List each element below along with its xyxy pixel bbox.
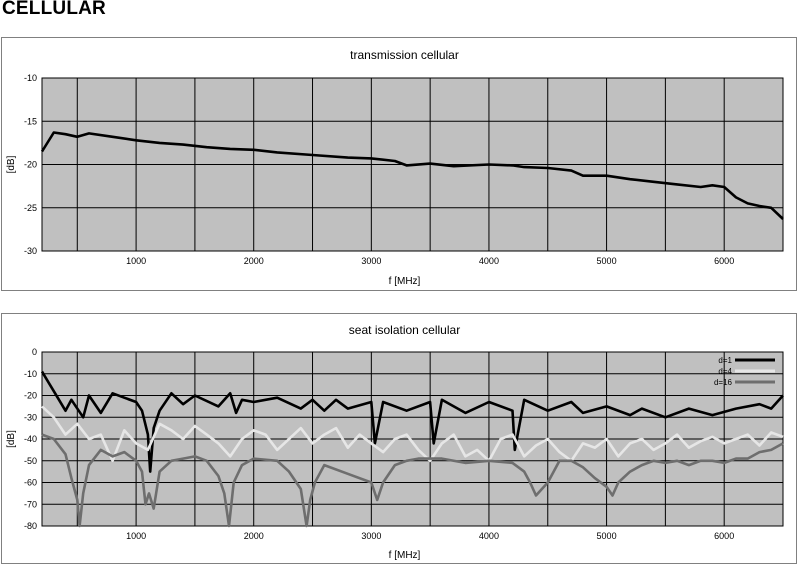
chart-title: transmission cellular — [350, 48, 459, 62]
x-tick-label: 3000 — [361, 531, 381, 541]
legend-label: d=16 — [714, 378, 733, 387]
y-tick-label: -30 — [24, 412, 37, 422]
transmission-chart-panel: transmission cellular -10 -15 -20 -25 -30 1000… — [1, 37, 797, 291]
x-tick-label: 2000 — [244, 531, 264, 541]
y-tick-label: -20 — [24, 391, 37, 401]
y-tick-label: -10 — [24, 369, 37, 379]
x-axis-label: f [MHz] — [389, 276, 421, 287]
seat-isolation-chart-panel: seat isolation cellular 0 -10 -20 -30 -40 -50 -… — [1, 313, 797, 564]
y-tick-label: -50 — [24, 456, 37, 466]
y-tick-label: -15 — [24, 116, 37, 126]
series-line-1 — [40, 131, 784, 220]
y-axis-label: [dB] — [6, 430, 17, 448]
seat-isolation-chart: seat isolation cellular 0 -10 -20 -30 -40 -50 -… — [6, 323, 784, 561]
x-tick-label: 5000 — [597, 531, 617, 541]
legend-label: d=1 — [718, 356, 732, 365]
y-tick-label: -30 — [24, 246, 37, 256]
chart-title: seat isolation cellular — [349, 323, 460, 337]
transmission-chart: transmission cellular -10 -15 -20 -25 -30 1000… — [6, 48, 784, 287]
y-tick-label: -10 — [24, 73, 37, 83]
x-tick-label: 1000 — [126, 256, 146, 266]
y-tick-label: -25 — [24, 203, 37, 213]
y-tick-label: -60 — [24, 478, 37, 488]
series-line-d16 — [41, 433, 784, 528]
x-tick-label: 3000 — [361, 256, 381, 266]
x-tick-label: 6000 — [714, 531, 734, 541]
x-axis-label: f [MHz] — [389, 550, 421, 561]
legend-label: d=4 — [718, 367, 732, 376]
page-heading: CELLULAR — [2, 0, 106, 19]
y-tick-label: -70 — [24, 499, 37, 509]
x-tick-label: 6000 — [714, 256, 734, 266]
x-tick-label: 5000 — [597, 256, 617, 266]
y-tick-label: -40 — [24, 434, 37, 444]
x-tick-label: 1000 — [126, 531, 146, 541]
y-tick-label: -80 — [24, 521, 37, 531]
x-tick-label: 2000 — [244, 256, 264, 266]
y-axis-label: [dB] — [6, 155, 17, 173]
y-tick-label: 0 — [32, 347, 37, 357]
series-line-d4 — [41, 405, 784, 463]
y-tick-label: -20 — [24, 160, 37, 170]
series-line-d1 — [40, 370, 784, 473]
x-tick-label: 4000 — [479, 256, 499, 266]
x-tick-label: 4000 — [479, 531, 499, 541]
